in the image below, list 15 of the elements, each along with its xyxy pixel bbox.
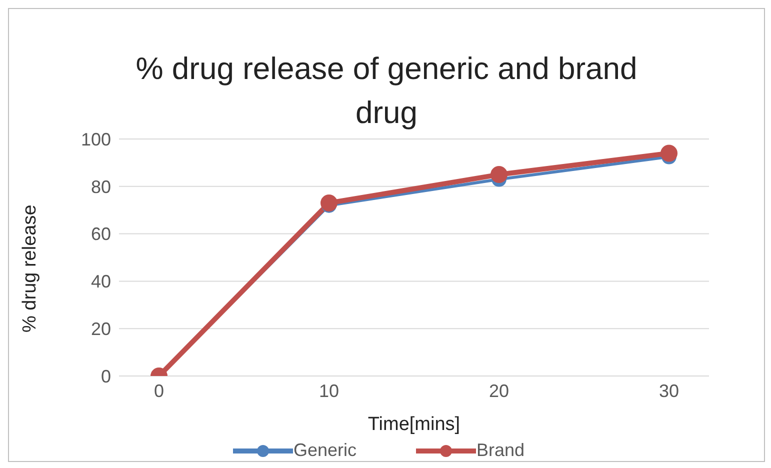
x-tick-label: 0 bbox=[154, 380, 164, 401]
x-tick-label: 10 bbox=[318, 380, 340, 401]
x-axis-title: Time[mins] bbox=[368, 414, 460, 435]
y-tick-label: 60 bbox=[90, 224, 111, 244]
y-tick-label: 20 bbox=[90, 318, 111, 339]
legend-label: Brand bbox=[476, 440, 525, 461]
y-tick-label: 80 bbox=[90, 176, 111, 197]
y-tick-label: 40 bbox=[90, 272, 111, 292]
x-tick-label: 20 bbox=[488, 380, 510, 401]
x-tick-label: 30 bbox=[658, 380, 680, 401]
legend-label: Generic bbox=[293, 440, 356, 461]
y-tick-label: 100 bbox=[80, 129, 111, 150]
y-axis-title: % drug release bbox=[20, 204, 41, 332]
y-tick-label: 0 bbox=[100, 366, 111, 386]
chart-title: % drug release of generic and brand drug bbox=[136, 51, 638, 130]
